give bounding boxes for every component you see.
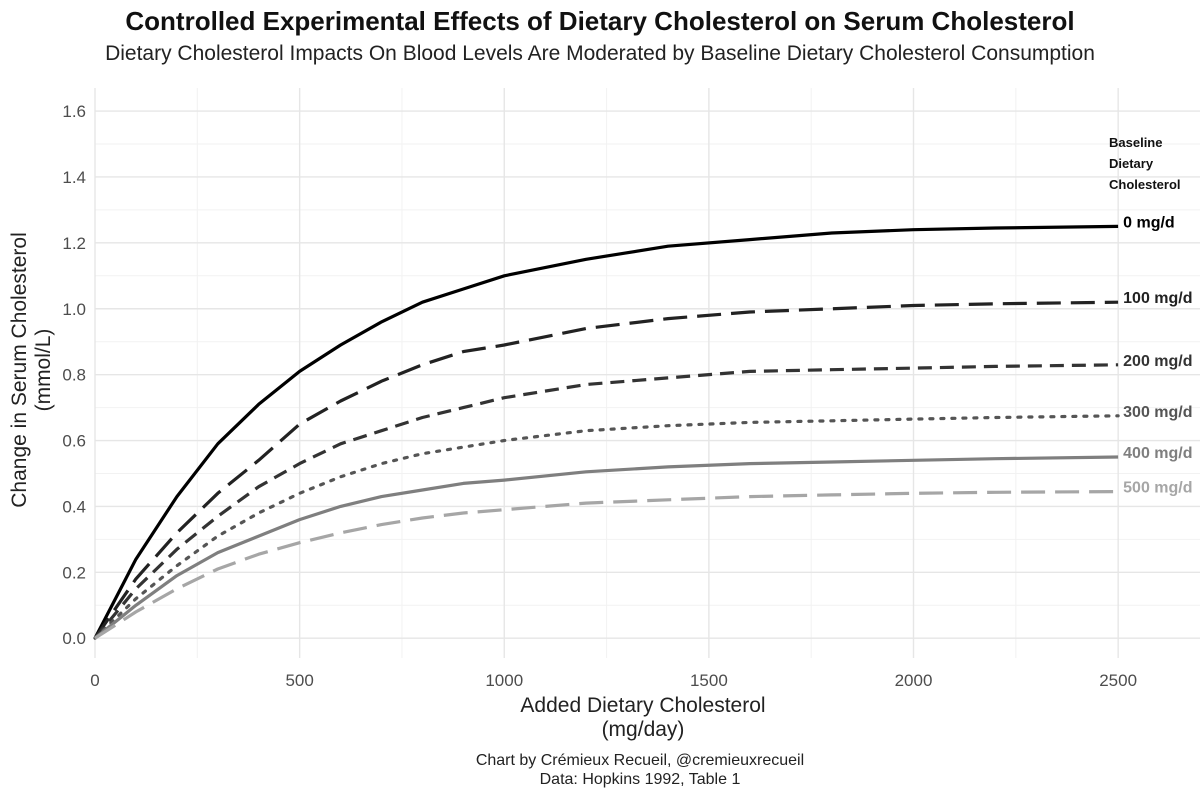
y-tick-label: 1.4 bbox=[62, 168, 86, 187]
x-tick-label: 1000 bbox=[485, 671, 523, 690]
x-tick-label: 2500 bbox=[1099, 671, 1137, 690]
y-tick-label: 0.4 bbox=[62, 497, 86, 516]
legend-title: Baseline Dietary Cholesterol bbox=[1109, 135, 1181, 192]
y-tick-label: 0.2 bbox=[62, 563, 86, 582]
x-tick-label: 0 bbox=[90, 671, 99, 690]
y-tick-label: 0.0 bbox=[62, 629, 86, 648]
chart-subtitle: Dietary Cholesterol Impacts On Blood Lev… bbox=[105, 42, 1095, 65]
series-label: 400 mg/d bbox=[1123, 445, 1192, 462]
series-label: 100 mg/d bbox=[1123, 290, 1192, 307]
series-line-200-mgd bbox=[93, 363, 1119, 640]
y-tick-label: 1.0 bbox=[62, 300, 86, 319]
x-axis-title-line2: (mg/day) bbox=[602, 718, 685, 741]
x-tick-label: 2000 bbox=[895, 671, 933, 690]
y-tick-labels: 0.0 0.2 0.4 0.6 0.8 1.0 1.2 1.4 1.6 bbox=[62, 102, 86, 648]
y-tick-label: 0.6 bbox=[62, 432, 86, 451]
series-label: 200 mg/d bbox=[1123, 353, 1192, 370]
y-tick-label: 1.6 bbox=[62, 102, 86, 121]
series-line-400-mgd bbox=[93, 455, 1119, 640]
series-label: 500 mg/d bbox=[1123, 480, 1192, 497]
series-end-labels: 0 mg/d 100 mg/d 200 mg/d 300 mg/d 400 mg/d 50… bbox=[1123, 214, 1192, 496]
series-line-300-mgd bbox=[93, 414, 1120, 640]
x-axis-title-line1: Added Dietary Cholesterol bbox=[520, 694, 765, 717]
caption-source: Data: Hopkins 1992, Table 1 bbox=[539, 771, 741, 788]
series-label: 0 mg/d bbox=[1123, 214, 1175, 231]
legend-title-line: Baseline bbox=[1109, 135, 1162, 150]
series-label: 300 mg/d bbox=[1123, 404, 1192, 421]
y-axis-title-line2: (mmol/L) bbox=[32, 329, 55, 412]
legend-title-line: Dietary bbox=[1109, 156, 1154, 171]
gridlines bbox=[94, 88, 1200, 658]
y-tick-label: 0.8 bbox=[62, 366, 86, 385]
x-tick-labels: 0 500 1000 1500 2000 2500 bbox=[90, 671, 1137, 690]
legend-title-line: Cholesterol bbox=[1109, 177, 1181, 192]
x-tick-label: 1500 bbox=[690, 671, 728, 690]
y-axis-title-line1: Change in Serum Cholesterol bbox=[8, 232, 31, 507]
series-lines bbox=[93, 224, 1120, 640]
chart-title: Controlled Experimental Effects of Dieta… bbox=[125, 6, 1075, 36]
y-tick-label: 1.2 bbox=[62, 234, 86, 253]
caption-credit: Chart by Crémieux Recueil, @cremieuxrecu… bbox=[475, 752, 805, 769]
series-line-0-mgd bbox=[93, 224, 1119, 639]
x-tick-label: 500 bbox=[285, 671, 313, 690]
series-line-100-mgd bbox=[93, 300, 1119, 640]
